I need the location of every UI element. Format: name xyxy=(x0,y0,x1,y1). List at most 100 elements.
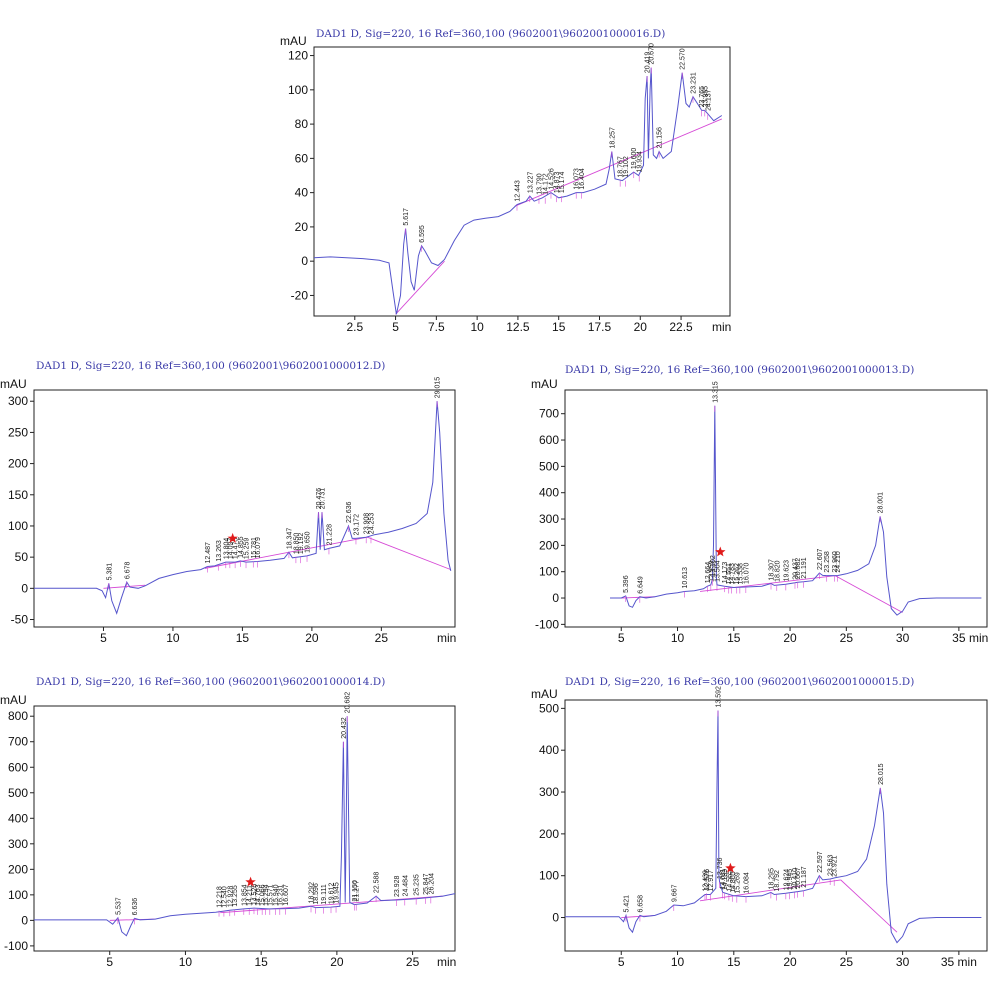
peak-label: 15.294 xyxy=(263,884,270,906)
peak-label: 12.928 xyxy=(227,886,234,908)
y-tick-label: 200 xyxy=(539,827,559,841)
peak-label: 6.658 xyxy=(637,895,644,913)
y-tick-label: 500 xyxy=(539,701,559,715)
y-tick-label: 500 xyxy=(8,786,28,800)
peak-label: 16.070 xyxy=(743,562,750,584)
peak-label: 14.565 xyxy=(726,870,733,892)
peak-label: 25.847 xyxy=(423,873,430,895)
y-tick-label: 0 xyxy=(301,254,308,268)
chromatogram-1: DAD1 D, Sig=220, 16 Ref=360,100 (9602001… xyxy=(280,28,731,334)
peak-label: 15.269 xyxy=(734,872,741,894)
y-tick-label: 300 xyxy=(8,394,28,408)
peak-label: 9.667 xyxy=(671,884,678,902)
y-tick-label: 200 xyxy=(8,457,28,471)
peak-label: 14.011 xyxy=(720,868,727,889)
peak-label: 5.396 xyxy=(623,575,630,593)
chart-title: DAD1 D, Sig=220, 16 Ref=360,100 (9602001… xyxy=(36,360,385,372)
peak-label: 19.111 xyxy=(321,884,328,904)
peak-label: 14.189 xyxy=(722,869,729,891)
peak-label: 15.538 xyxy=(737,563,744,585)
x-tick-label: 5 xyxy=(100,631,107,645)
star-icon xyxy=(725,862,736,873)
peak-label: 15.174 xyxy=(559,172,566,194)
x-tick-label: 35 xyxy=(952,631,966,645)
peak-label: 16.079 xyxy=(255,537,262,559)
peak-label: 21.156 xyxy=(657,127,664,149)
peak-label: 20.437 xyxy=(792,558,799,580)
peak-label: 20.667 xyxy=(795,867,802,889)
peak-label: 20.419 xyxy=(645,52,652,74)
y-axis-label: mAU xyxy=(531,377,558,391)
x-tick-label: 25 xyxy=(375,631,389,645)
peak-label: 24.484 xyxy=(402,875,409,897)
y-tick-label: 400 xyxy=(539,486,559,500)
peak-label: 18.596 xyxy=(313,883,320,905)
peak-label: 12.576 xyxy=(704,869,711,891)
peak-label: 20.682 xyxy=(795,558,802,580)
integration-baseline xyxy=(840,879,898,933)
x-tick-label: 10 xyxy=(671,631,685,645)
peak-label: 24.210 xyxy=(835,551,842,573)
peak-label: 13.790 xyxy=(536,173,543,195)
peak-label: 28.001 xyxy=(878,492,885,514)
peak-label: 12.917 xyxy=(708,870,715,892)
y-tick-label: 20 xyxy=(295,220,309,234)
x-tick-label: 20 xyxy=(783,955,797,969)
peak-label: 12.487 xyxy=(205,542,212,564)
x-axis-label: min xyxy=(437,955,456,969)
y-axis-label: mAU xyxy=(0,377,27,391)
peak-label: 23.172 xyxy=(353,514,360,536)
y-tick-label: 700 xyxy=(539,407,559,421)
y-tick-label: 150 xyxy=(8,488,28,502)
peak-label: 18.850 xyxy=(293,533,300,555)
peak-label: 19.934 xyxy=(637,151,644,173)
y-tick-label: 0 xyxy=(21,913,28,927)
star-icon xyxy=(715,546,726,557)
peak-label: 28.015 xyxy=(878,763,885,785)
peak-label: 18.295 xyxy=(768,868,775,890)
peak-label: 29.015 xyxy=(435,377,442,399)
y-axis-label: mAU xyxy=(0,693,27,707)
peak-label: 13.736 xyxy=(717,857,724,879)
peak-label: 13.227 xyxy=(527,172,534,194)
peak-label: 23.908 xyxy=(364,513,371,535)
peak-label: 22.570 xyxy=(680,48,687,70)
peak-label: 15.066 xyxy=(260,884,267,906)
y-axis-label: mAU xyxy=(280,34,307,48)
peak-label: 16.073 xyxy=(574,168,581,190)
peak-label: 19.624 xyxy=(783,869,790,891)
peak-label: 14.855 xyxy=(238,536,245,558)
peak-label: 21.187 xyxy=(801,866,808,888)
peak-label: 15.571 xyxy=(267,884,274,906)
peak-label: 20.731 xyxy=(320,488,327,510)
y-tick-label: -100 xyxy=(4,939,28,953)
y-tick-label: 80 xyxy=(295,117,309,131)
y-tick-label: 250 xyxy=(8,425,28,439)
peak-label: 23.231 xyxy=(690,72,697,94)
signal-trace xyxy=(34,716,456,937)
peak-label: 20.476 xyxy=(316,488,323,510)
peak-label: 20.410 xyxy=(792,868,799,890)
integration-baseline xyxy=(204,536,368,569)
plot-frame xyxy=(313,46,731,317)
peak-label: 13.592 xyxy=(715,686,722,708)
peak-label: 12.443 xyxy=(514,180,521,202)
peak-label: 23.955 xyxy=(702,86,709,108)
x-tick-label: 15 xyxy=(727,955,741,969)
x-tick-label: 5 xyxy=(618,955,625,969)
x-tick-label: 25 xyxy=(840,955,854,969)
peak-label: 14.763 xyxy=(255,884,262,906)
star-icon xyxy=(245,876,256,887)
peak-label: 12.959 xyxy=(708,560,715,582)
x-tick-label: 20 xyxy=(634,320,648,334)
peak-label: 5.381 xyxy=(106,563,113,581)
x-tick-label: 12.5 xyxy=(506,320,530,334)
peak-label: 14.173 xyxy=(722,562,729,584)
y-tick-label: 0 xyxy=(21,581,28,595)
signal-trace xyxy=(610,405,982,616)
peak-label: 6.595 xyxy=(419,225,426,243)
integration-baseline xyxy=(103,584,146,589)
peak-label: 15.262 xyxy=(734,563,741,585)
y-tick-label: 100 xyxy=(539,565,559,579)
peak-label: 14.551 xyxy=(726,563,733,585)
